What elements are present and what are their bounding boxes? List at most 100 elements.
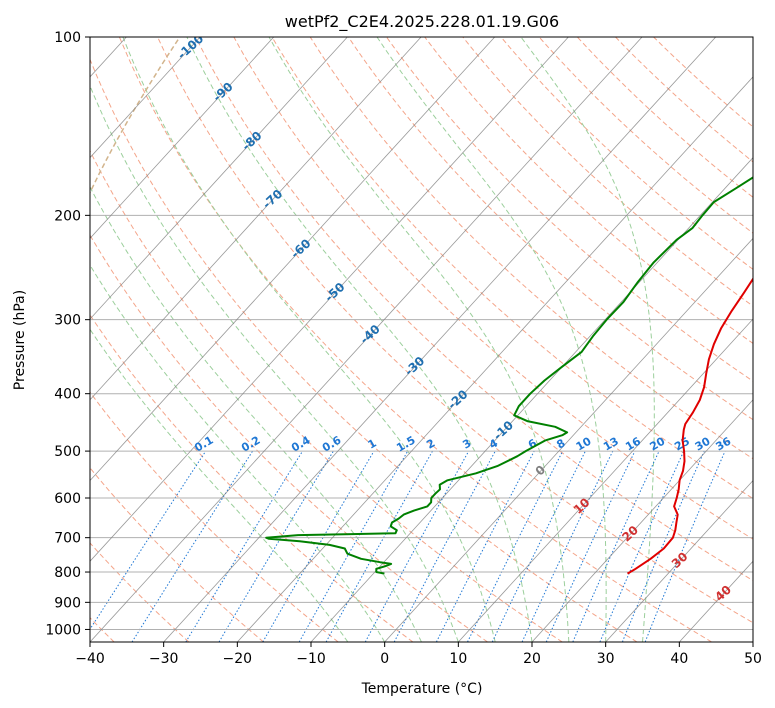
y-axis-label: Pressure (hPa) (12, 290, 28, 390)
plot-frame (89, 36, 754, 643)
y-tick-label: 500 (54, 444, 81, 460)
mixing-ratio-label: 3 (460, 437, 473, 452)
moist-adiabat-line (90, 84, 459, 642)
mixing-ratio-line (185, 450, 304, 642)
mixing-ratio-line (644, 450, 726, 642)
isotherm-line (752, 641, 753, 642)
dry-adiabat-line (271, 37, 753, 500)
mixing-ratio-line (90, 450, 207, 631)
dry-adiabat-line (233, 37, 753, 540)
isotherm-line (310, 157, 753, 642)
isotherm-label: -100 (175, 31, 207, 62)
y-tick-label: 300 (54, 313, 81, 329)
x-tick-label: 40 (670, 651, 688, 667)
isotherm-line (90, 37, 275, 239)
y-tick-label: 1000 (45, 622, 81, 638)
dry-adiabat-line (195, 37, 753, 582)
dry-adiabat-line (615, 37, 753, 163)
dry-adiabat-line (386, 37, 753, 382)
mixing-ratio-line (599, 450, 685, 642)
x-tick-label: 50 (744, 651, 762, 667)
dry-adiabat-line (90, 391, 339, 642)
pressure-gridlines (90, 37, 753, 630)
x-tick-label: −30 (149, 651, 179, 667)
dry-adiabat-line (347, 37, 753, 421)
mixing-ratio-line (521, 450, 614, 642)
isotherm-line (384, 237, 753, 642)
y-tick-label: 200 (54, 208, 81, 224)
isotherm-line (90, 37, 422, 401)
plot-area: 0.1 0.2 0.4 0.6 1 1.5 2 3 4 6 8 10 13 16 20 25 30 36-100-… (90, 31, 753, 642)
y-tick-label: 400 (54, 387, 81, 403)
moist-adiabat-line (122, 37, 496, 642)
mixing-ratio-line (621, 450, 705, 642)
moist-adiabat-line (90, 328, 349, 642)
mixing-ratio-line (572, 450, 660, 642)
mixing-ratio-line (435, 450, 535, 642)
moist-adiabat-line (90, 264, 386, 642)
dry-adiabat-line (462, 37, 753, 307)
moist-adiabat-line (186, 37, 533, 642)
moist-adiabat-line (376, 37, 607, 642)
y-tick-label: 100 (54, 30, 81, 46)
y-tick-label: 800 (54, 565, 81, 581)
y-tick-label: 600 (54, 491, 81, 507)
y-tick-label: 900 (54, 595, 81, 611)
x-axis-label: Temperature (°C) (361, 681, 483, 697)
mixing-ratio-line (491, 450, 586, 642)
mixing-ratio-line (364, 450, 470, 642)
mixing-ratio-line (262, 450, 375, 642)
dry-adiabats (90, 37, 753, 642)
x-tick-label: 20 (523, 651, 541, 667)
mixing-ratio-line (298, 450, 409, 642)
dry-adiabat-line (90, 58, 638, 642)
dry-adiabat-line (90, 314, 414, 642)
isotherm-line (90, 37, 496, 482)
dry-adiabat-line (90, 542, 190, 642)
profile-series (265, 176, 753, 575)
mixing-ratio-lines (90, 450, 726, 642)
mixing-ratio-line (545, 450, 636, 642)
mixing-ratio-line (218, 450, 334, 642)
dry-adiabat-line (576, 37, 753, 198)
moist-adiabat-line (520, 37, 655, 642)
dry-adiabat-line (90, 467, 264, 642)
isotherm-line (90, 37, 348, 320)
y-tick-label: 700 (54, 531, 81, 547)
isotherm-line (237, 76, 753, 642)
isotherm-line (90, 37, 201, 159)
dry-adiabat-line (157, 37, 753, 624)
axes: −40 −30 −20 −10 0 10 20 30 40 50 100 200 300 400 500 60… (45, 30, 762, 667)
mixing-ratio-label: 2 (424, 437, 437, 452)
isotherm-line (458, 318, 753, 642)
mixing-ratio-line (467, 450, 564, 642)
moist-adiabat-line (90, 185, 422, 642)
line-labels: 0.1 0.2 0.4 0.6 1 1.5 2 3 4 6 8 10 13 16 20 25 30 36-100-… (175, 31, 734, 604)
mixing-ratio-line (131, 450, 254, 642)
isotherm-line (90, 37, 569, 562)
x-tick-label: 0 (380, 651, 389, 667)
profile-line (265, 176, 753, 575)
dry-adiabat-line (538, 37, 753, 234)
x-tick-label: 10 (449, 651, 467, 667)
x-tick-label: −20 (223, 651, 253, 667)
x-tick-label: −10 (296, 651, 326, 667)
mixing-ratio-line (325, 450, 433, 642)
isotherm-line (531, 399, 753, 642)
dry-adiabat-line (309, 37, 753, 460)
isotherm-line (605, 479, 753, 642)
theta-e-curve (90, 37, 181, 642)
isotherm-line (163, 37, 717, 642)
mixing-ratio-line (393, 450, 496, 642)
dry-adiabat-line (118, 37, 712, 642)
isotherms (90, 37, 753, 642)
moist-adiabats (90, 37, 655, 642)
chart-title: wetPf2_C2E4.2025.228.01.19.G06 (285, 12, 559, 32)
x-tick-label: 30 (597, 651, 615, 667)
moist-adiabat-line (268, 37, 570, 642)
isotherm-line (90, 37, 643, 642)
profile-line (626, 277, 753, 575)
x-tick-label: −40 (75, 651, 105, 667)
dry-adiabat-line (653, 37, 753, 128)
